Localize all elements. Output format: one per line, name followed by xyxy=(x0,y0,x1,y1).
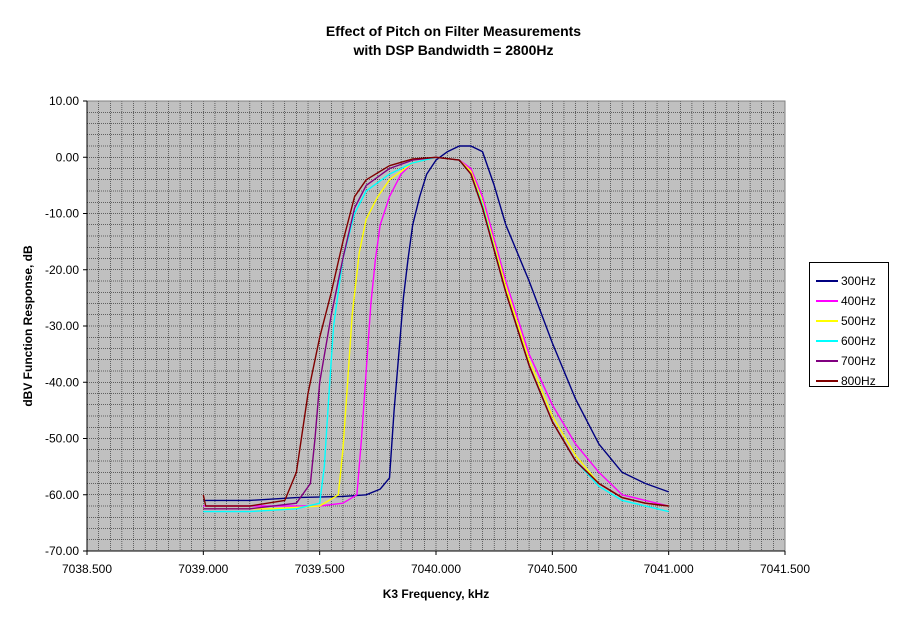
x-tick-label: 7039.500 xyxy=(295,562,345,576)
legend-swatch xyxy=(816,380,838,382)
axes: 10.00 0.00 -10.00 -20.00 -30.00 -40.00 -50.00 -… xyxy=(45,94,810,576)
legend-label: 600Hz xyxy=(841,334,876,348)
legend-item: 300Hz xyxy=(816,272,890,290)
y-tick-label: -30.00 xyxy=(45,319,79,333)
y-tick-label: -10.00 xyxy=(45,207,79,221)
legend-swatch xyxy=(816,360,838,362)
legend-item: 700Hz xyxy=(816,352,890,370)
x-tick-label: 7039.000 xyxy=(178,562,228,576)
y-tick-label: -70.00 xyxy=(45,544,79,558)
legend: 300Hz 400Hz 500Hz 600Hz 700Hz 800Hz xyxy=(809,262,890,390)
y-tick-label: -40.00 xyxy=(45,375,79,389)
x-axis-title: K3 Frequency, kHz xyxy=(383,587,489,601)
series-line-300Hz xyxy=(203,145,669,502)
y-tick-label: 0.00 xyxy=(56,150,80,164)
legend-label: 700Hz xyxy=(841,354,876,368)
legend-swatch xyxy=(816,340,838,342)
y-axis-title: dBV Function Response, dB xyxy=(21,245,35,407)
series-layer xyxy=(202,145,669,513)
chart-subtitle: with DSP Bandwidth = 2800Hz xyxy=(353,42,554,58)
legend-item: 800Hz xyxy=(816,372,890,390)
chart-title: Effect of Pitch on Filter Measurements xyxy=(325,23,582,39)
y-tick-label: 10.00 xyxy=(49,94,79,108)
x-tick-label: 7041.000 xyxy=(644,562,694,576)
legend-label: 500Hz xyxy=(841,314,876,328)
y-tick-label: -60.00 xyxy=(45,488,79,502)
y-tick-label: -20.00 xyxy=(45,263,79,277)
legend-item: 500Hz xyxy=(816,312,890,330)
x-tick-label: 7038.500 xyxy=(62,562,112,576)
legend-swatch xyxy=(816,300,838,302)
legend-item: 400Hz xyxy=(816,292,890,310)
x-tick-label: 7040.000 xyxy=(411,562,461,576)
legend-label: 400Hz xyxy=(841,294,876,308)
legend-swatch xyxy=(816,280,838,282)
x-tick-label: 7040.500 xyxy=(527,562,577,576)
legend-item: 600Hz xyxy=(816,332,890,350)
legend-label: 300Hz xyxy=(841,274,876,288)
gridlines xyxy=(86,100,786,552)
legend-swatch xyxy=(816,320,838,322)
legend-label: 800Hz xyxy=(841,374,876,388)
x-tick-label: 7041.500 xyxy=(760,562,810,576)
y-tick-label: -50.00 xyxy=(45,432,79,446)
series-line-800Hz xyxy=(202,156,669,507)
